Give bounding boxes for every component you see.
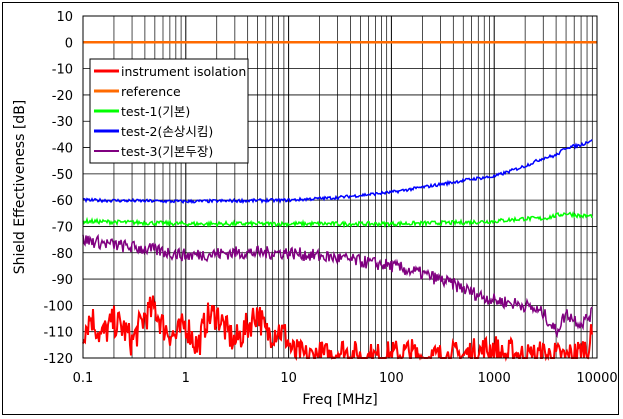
y-axis-label: Shield Effectiveness [dB] — [12, 100, 28, 275]
legend: instrument isolation reference test-1(기본) t… — [89, 58, 249, 164]
x-tick-label: 10 — [280, 371, 297, 386]
x-tick-label: 100 — [379, 371, 404, 386]
legend-label: reference — [121, 84, 181, 99]
y-tick-label: -40 — [52, 142, 73, 157]
y-tick-label: -60 — [52, 194, 73, 209]
y-tick-label: 10 — [56, 10, 73, 25]
series-line-2 — [82, 210, 593, 229]
y-tick-label: -20 — [52, 89, 73, 104]
series-line-3 — [82, 139, 593, 205]
y-tick-label: -120 — [43, 352, 73, 367]
y-tick-label: -100 — [43, 299, 73, 314]
x-tick-label: 0.1 — [73, 371, 94, 386]
legend-label: test-3(기본두장) — [121, 144, 213, 159]
y-tick-label: -80 — [52, 247, 73, 262]
series-line-0 — [82, 295, 593, 362]
chart-frame — [2, 2, 619, 415]
y-tick-label: -110 — [43, 326, 73, 341]
series-lines — [82, 41, 597, 362]
y-tick-label: -70 — [52, 220, 73, 235]
y-tick-label: -90 — [52, 273, 73, 288]
legend-label: test-1(기본) — [121, 104, 190, 119]
y-tick-label: -50 — [52, 168, 73, 183]
series-line-4 — [82, 233, 593, 339]
x-axis-label: Freq [MHz] — [302, 392, 377, 408]
tick-labels: 100-10-20-30-40-50-60-70-80-90-100-110-1… — [43, 10, 617, 386]
y-tick-label: -30 — [52, 115, 73, 130]
y-tick-label: -10 — [52, 63, 73, 78]
x-tick-label: 1000 — [478, 371, 511, 386]
y-tick-label: 0 — [65, 36, 73, 51]
legend-label: test-2(손상시킴) — [121, 124, 213, 139]
x-tick-label: 1 — [182, 371, 190, 386]
x-tick-label: 10000 — [576, 371, 617, 386]
legend-label: instrument isolation — [121, 64, 246, 79]
plot-border — [82, 15, 598, 359]
